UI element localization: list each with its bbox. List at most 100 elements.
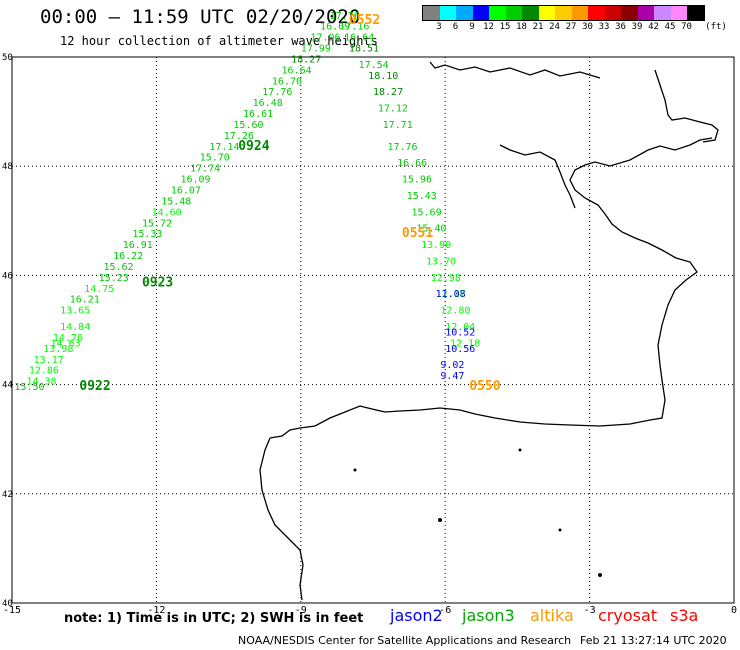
swh-value-jason3: 15.72: [142, 218, 172, 229]
swh-value-jason3: 16.09: [180, 175, 210, 186]
swh-value-jason3: 16.07: [171, 186, 201, 197]
swh-value-jason3: 15.69: [412, 207, 442, 218]
swh-value-jason3: 12.98: [431, 273, 461, 284]
coastline: [259, 61, 719, 601]
swh-value-jason3: 17.12: [378, 104, 408, 115]
legend-item-jason3: jason3: [462, 606, 515, 625]
swh-value-jason3: 13.17: [34, 355, 64, 366]
island: [558, 528, 562, 532]
swh-value-jason3: 16.48: [253, 98, 283, 109]
swh-value-jason3: 15.62: [103, 262, 133, 273]
swh-value-jason3: 13.90: [421, 240, 451, 251]
y-axis-ticks: 50 48 46 44 42 40: [2, 53, 13, 609]
scale-swatch: [522, 6, 539, 20]
scale-tick-label: 3: [436, 22, 442, 32]
scale-swatch: [604, 6, 621, 20]
scale-swatch: [555, 6, 572, 20]
pass-time-label: 0923: [142, 275, 173, 290]
scale-tick-label: 33: [598, 22, 610, 32]
footer-credit: NOAA/NESDIS Center for Satellite Applica…: [238, 634, 572, 647]
swh-value-jason3: 17.99: [301, 44, 331, 55]
swh-value-jason3: 15.70: [200, 153, 230, 164]
scale-tick-label: 30: [582, 22, 593, 32]
swh-value-jason3: 14.63: [51, 338, 81, 349]
swh-value-jason3: 15.60: [233, 120, 263, 131]
scale-tick-label: 15: [499, 22, 511, 32]
swh-value-jason2: 9.02: [440, 360, 464, 371]
scale-swatch: [654, 6, 671, 20]
color-scale-ticks: 3 6 9 12 15 18 21 24 27 30 33 36 39 42 45 70 (ft): [422, 21, 727, 33]
coastline-north: [429, 61, 601, 79]
swh-value-jason3: 16.70: [272, 76, 302, 87]
scale-tick-label: 45: [664, 22, 676, 32]
swh-value-jason3: 16.64: [282, 65, 312, 76]
swh-value-jason3: 17.26: [224, 131, 254, 142]
x-tick-label: -12: [147, 605, 165, 616]
scale-swatch: [489, 6, 506, 20]
pass-labels: 0922 0923 0924 0550 0551 0552: [79, 13, 500, 394]
x-tick-label: -3: [584, 605, 596, 616]
scale-tick-label: 12: [483, 22, 494, 32]
swh-value-jason3: 17.76: [262, 87, 292, 98]
color-scale: 3 6 9 12 15 18 21 24 27 30 33 36 39 42 45 70 (ft): [422, 5, 727, 33]
note-text: note: 1) Time is in UTC; 2) SWH is in fe…: [64, 611, 364, 626]
pass-time-label: 0552: [349, 13, 380, 28]
coastline-iberia-west: [259, 437, 304, 601]
swh-value-jason3: 16.64: [344, 33, 374, 44]
island: [438, 518, 442, 522]
x-tick-label: 0: [731, 605, 737, 616]
swh-value-jason3: 14.38: [26, 377, 56, 388]
swh-value-jason3: 17.14: [209, 142, 239, 153]
swh-value-jason3: 12.04: [445, 322, 475, 333]
scale-swatch: [637, 6, 654, 20]
islands: [353, 448, 602, 577]
swh-value-jason2: 11.08: [436, 289, 466, 300]
x-tick-label: -9: [295, 605, 307, 616]
pass-time-label: 0924: [238, 139, 269, 154]
swh-value-jason3: 12.80: [440, 306, 470, 317]
swh-value-jason3: 16.61: [243, 109, 273, 120]
swh-value-jason3: 15.40: [416, 224, 446, 235]
scale-tick-label: 18: [516, 22, 527, 32]
swh-value-jason3: 15.23: [99, 273, 129, 284]
swh-value-jason3: 12.18: [450, 338, 480, 349]
x-tick-label: -15: [3, 605, 21, 616]
scale-swatch: [687, 6, 704, 20]
swh-value-jason3: 13.98: [43, 344, 73, 355]
swh-value-jason3: 18.10: [368, 71, 398, 82]
scale-swatch: [423, 6, 440, 20]
swh-value-jason3: 15.96: [402, 175, 432, 186]
coastline-cotentin: [654, 69, 719, 143]
swh-value-jason3: 15.43: [407, 191, 437, 202]
scale-tick-label: 36: [615, 22, 626, 32]
y-tick-label: 48: [2, 162, 13, 172]
scale-swatch: [571, 6, 588, 20]
scale-tick-label: 42: [648, 22, 659, 32]
swh-value-jason3: 17.96: [310, 33, 340, 44]
scale-swatch: [472, 6, 489, 20]
scale-swatch: [621, 6, 638, 20]
scale-swatch: [456, 6, 473, 20]
swh-value-jason3: 16.91: [123, 240, 153, 251]
swh-value-jason3: 15.48: [161, 196, 191, 207]
swh-value-jason3: 13.65: [60, 306, 90, 317]
island: [518, 448, 522, 452]
coastline-brittany: [499, 144, 576, 209]
scale-swatch: [538, 6, 555, 20]
swh-value-jason3: 18.51: [349, 44, 379, 55]
scale-tick-label: 21: [532, 22, 544, 32]
swh-value-jason3: 17.76: [330, 11, 360, 22]
scale-swatch: [505, 6, 522, 20]
scale-unit: (ft): [705, 22, 727, 32]
y-tick-label: 46: [2, 271, 13, 281]
footer-timestamp: Feb 21 13:27:14 UTC 2020: [580, 634, 727, 647]
legend-item-cryosat: cryosat: [598, 606, 658, 625]
scale-swatch: [588, 6, 605, 20]
swh-value-jason3: 17.76: [387, 142, 417, 153]
scale-tick-label: 24: [549, 22, 560, 32]
swh-value-jason3: 12.86: [29, 366, 59, 377]
swh-value-jason3: 17.16: [339, 22, 369, 33]
swh-value-jason3: 16.69: [320, 22, 350, 33]
swh-value-jason2: 9.47: [440, 371, 464, 382]
pass-time-label: 0550: [469, 379, 500, 394]
